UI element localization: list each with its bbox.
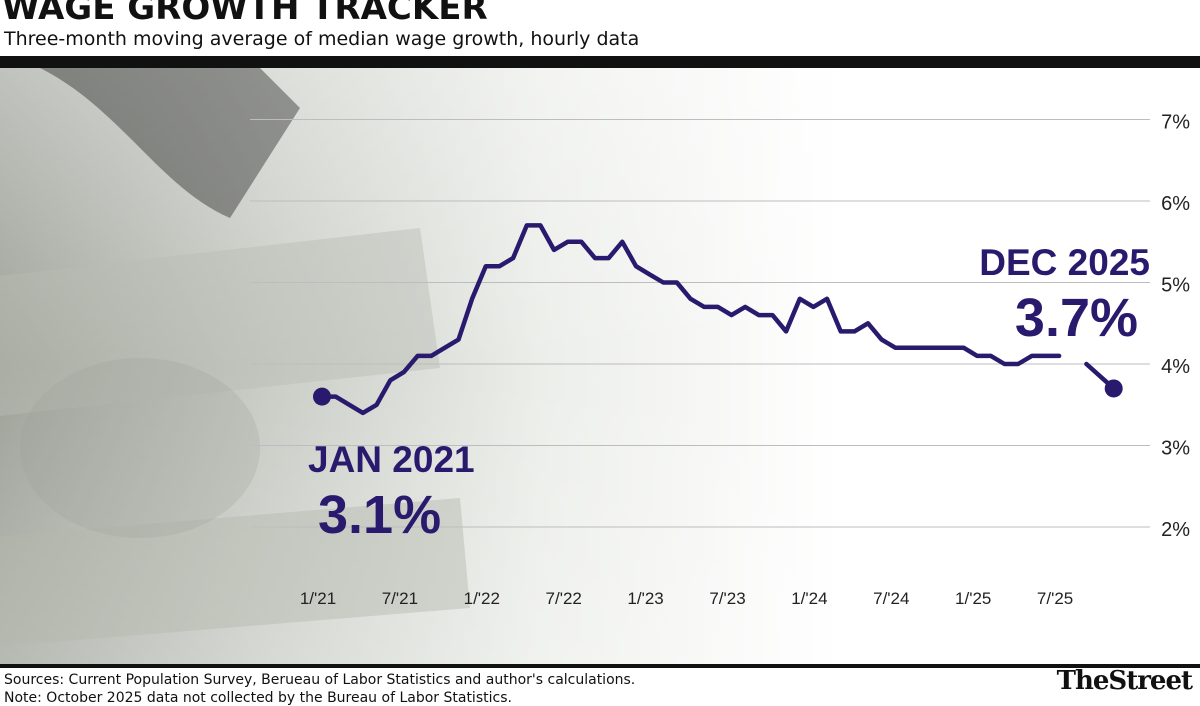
x-tick-label: 7/'21 bbox=[382, 589, 418, 608]
bill-seal-shape bbox=[20, 358, 260, 538]
source-note: Sources: Current Population Survey, Beru… bbox=[4, 672, 636, 688]
y-axis-ticks: 2% 3% 4% 5% 6% 7% bbox=[1161, 112, 1190, 542]
start-annotation-value: 3.1% bbox=[318, 485, 441, 545]
y-tick-label: 7% bbox=[1161, 112, 1190, 134]
bill-band-2 bbox=[0, 498, 470, 647]
chart-area: 2% 3% 4% 5% 6% 7% 1/'21 7/'21 1/'22 7/'22 1/'23 7/… bbox=[0, 68, 1200, 664]
wage-growth-chart: 2% 3% 4% 5% 6% 7% 1/'21 7/'21 1/'22 7/'22 1/'23 7/… bbox=[0, 68, 1200, 664]
gridlines bbox=[250, 119, 1150, 528]
x-tick-label: 7/'23 bbox=[709, 589, 745, 608]
x-tick-label: 1/'24 bbox=[791, 589, 827, 608]
x-tick-label: 7/'22 bbox=[546, 589, 582, 608]
start-annotation-label: JAN 2021 bbox=[308, 439, 475, 480]
bottom-rule bbox=[0, 664, 1200, 668]
x-tick-label: 1/'21 bbox=[300, 589, 336, 608]
x-tick-label: 1/'23 bbox=[627, 589, 663, 608]
y-tick-label: 4% bbox=[1161, 356, 1190, 378]
annotations: JAN 2021 3.1% DEC 2025 3.7% bbox=[308, 242, 1150, 545]
end-point-marker bbox=[1104, 379, 1123, 398]
y-tick-label: 6% bbox=[1161, 193, 1190, 215]
brand-logo: TheStreet bbox=[1056, 666, 1193, 696]
start-point-marker bbox=[313, 387, 331, 406]
background-vertical-fade bbox=[0, 68, 1200, 664]
y-tick-label: 5% bbox=[1161, 275, 1190, 297]
bill-portrait-shape bbox=[40, 68, 300, 218]
currency-background bbox=[0, 68, 1200, 664]
x-tick-label: 1/'25 bbox=[955, 589, 991, 608]
end-annotation-label: DEC 2025 bbox=[979, 242, 1150, 283]
end-annotation-value: 3.7% bbox=[1015, 288, 1138, 348]
x-tick-label: 1/'22 bbox=[464, 589, 500, 608]
x-tick-label: 7/'24 bbox=[873, 589, 909, 608]
y-tick-label: 2% bbox=[1161, 519, 1190, 541]
bill-band-1 bbox=[0, 228, 440, 416]
chart-subtitle: Three-month moving average of median wag… bbox=[4, 28, 640, 50]
series-line-segment-1 bbox=[319, 223, 1062, 416]
y-tick-label: 3% bbox=[1161, 438, 1190, 460]
top-rule bbox=[0, 56, 1200, 68]
chart-title: WAGE GROWTH TRACKER bbox=[2, 0, 488, 28]
x-axis-ticks: 1/'21 7/'21 1/'22 7/'22 1/'23 7/'23 1/'24 7/'24… bbox=[300, 589, 1073, 608]
x-tick-label: 7/'25 bbox=[1037, 589, 1073, 608]
footnote: Note: October 2025 data not collected by… bbox=[4, 690, 512, 706]
